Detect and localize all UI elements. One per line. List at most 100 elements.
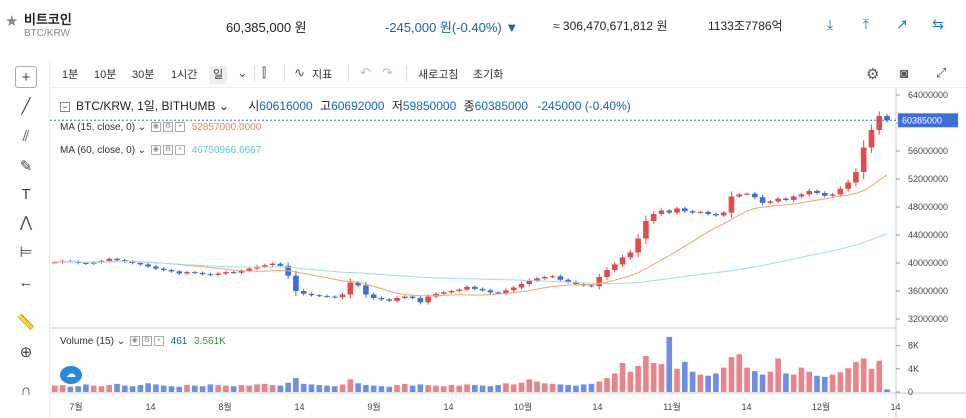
indicator-icon[interactable]: ∿ <box>294 65 305 80</box>
time-tick-label: 14 <box>890 402 900 412</box>
eye-icon[interactable]: ◉ <box>150 122 161 133</box>
eye-icon[interactable]: ◉ <box>129 336 140 347</box>
settings-icon[interactable]: ⚙ <box>162 122 173 133</box>
price-tick-label: 64000000 <box>908 90 948 100</box>
close-icon[interactable]: × <box>153 336 164 347</box>
back-arrow-icon[interactable]: ← <box>18 274 34 291</box>
candle <box>853 172 859 183</box>
legend-title[interactable]: BTC/KRW, 1일, BITHUMB <box>76 99 216 113</box>
candle <box>837 188 844 195</box>
candle <box>798 194 805 197</box>
volume-bar <box>790 374 797 392</box>
indicator-button[interactable]: 지표 <box>312 69 333 81</box>
pitchfork-icon[interactable]: ⫽ <box>22 128 30 145</box>
volume-ma-value: 3.561K <box>194 336 226 347</box>
candle <box>464 286 470 290</box>
interval-1d[interactable]: 일 <box>209 66 228 84</box>
swap-icon[interactable]: ⇆ <box>932 16 944 32</box>
measure-icon[interactable]: ⊨ <box>19 244 33 261</box>
candle <box>549 276 556 278</box>
trend-line-icon[interactable]: ╱ <box>21 98 31 115</box>
candle <box>829 194 836 196</box>
time-tick-label: 7월 <box>69 401 82 412</box>
zoom-in-icon[interactable]: ⊕ <box>19 344 33 361</box>
settings-icon[interactable]: ⚙ <box>141 336 152 347</box>
crosshair-icon[interactable]: + <box>15 66 37 88</box>
ruler-icon[interactable]: 📏 <box>16 314 36 331</box>
volume-bar <box>160 385 167 392</box>
text-icon[interactable]: T <box>21 186 31 203</box>
legend-collapse-icon[interactable]: − <box>60 102 70 112</box>
price-tick-label: 40000000 <box>908 258 948 268</box>
legend-volume[interactable]: Volume (15) ⌄ ◉ ⚙ × 461 3.561K <box>60 336 226 347</box>
redo-icon[interactable]: ↷ <box>382 65 393 80</box>
legend-change: -245000 (-0.40%) <box>537 99 631 113</box>
chart-canvas[interactable]: 6400000060000000560000005200000048000000… <box>50 88 966 418</box>
volume-bar <box>503 383 509 392</box>
candle <box>316 295 323 297</box>
eye-icon[interactable]: ◉ <box>150 145 161 156</box>
time-tick-label: 14 <box>145 402 155 412</box>
volume-bar <box>207 384 214 392</box>
favorite-star-icon[interactable]: ★ <box>5 13 19 30</box>
legend-ma60[interactable]: MA (60, close, 0) ⌄ ◉ ⚙ × 46750966.6667 <box>60 145 262 156</box>
legend-open-label: 시 <box>248 99 260 113</box>
candle <box>814 190 820 193</box>
legend-high: 60692000 <box>331 99 385 113</box>
close-icon[interactable]: × <box>174 145 185 156</box>
legend-close-label: 종 <box>463 99 475 113</box>
download-icon[interactable]: ⤓ <box>826 16 834 32</box>
candle <box>604 270 610 277</box>
interval-10m[interactable]: 10분 <box>94 69 117 81</box>
settings-icon[interactable]: ⚙ <box>162 145 173 156</box>
volume-bar <box>363 385 369 392</box>
volume-bar <box>425 385 431 392</box>
volume-bar <box>829 374 836 392</box>
refresh-button[interactable]: 새로고침 <box>418 69 459 81</box>
candle <box>355 282 361 286</box>
volume-bar <box>658 364 665 392</box>
volume-bar <box>627 371 634 392</box>
candle <box>52 262 58 264</box>
volume-bar <box>238 385 245 392</box>
volume-bar <box>122 385 128 392</box>
interval-1m[interactable]: 1분 <box>62 69 79 81</box>
candle-style-icon[interactable]: ⫿ <box>262 65 267 80</box>
brush-icon[interactable]: ✎ <box>19 158 33 175</box>
legend-low-label: 저 <box>391 99 403 113</box>
volume-bar <box>557 384 564 392</box>
legend-low: 59850000 <box>402 99 457 113</box>
candle <box>347 282 354 295</box>
volume-bar <box>472 385 478 392</box>
candle <box>682 208 688 212</box>
legend-ma15[interactable]: MA (15, close, 0) ⌄ ◉ ⚙ × 52857000.0000 <box>60 122 262 133</box>
candle <box>752 193 758 198</box>
candle <box>90 262 97 264</box>
price-tick-label: 44000000 <box>908 230 948 240</box>
current-price-label: 60385000 <box>902 115 942 125</box>
settings-gear-icon[interactable]: ⚙ <box>866 66 880 83</box>
magnet-icon[interactable]: ∩ <box>20 382 32 399</box>
volume-bar <box>720 367 727 392</box>
volume-bar <box>52 385 58 392</box>
coin-symbol: BTC/KRW <box>24 28 70 39</box>
pattern-icon[interactable]: ⋀ <box>19 214 33 231</box>
time-tick-label: 9월 <box>367 401 380 412</box>
interval-30m[interactable]: 30분 <box>132 69 155 81</box>
close-icon[interactable]: × <box>174 122 185 133</box>
upload-icon[interactable]: ⤒ <box>862 16 870 32</box>
volume-bar <box>433 385 439 392</box>
price-chart[interactable]: 6400000060000000560000005200000048000000… <box>50 88 966 418</box>
volume-bar <box>479 385 486 392</box>
interval-1h[interactable]: 1시간 <box>171 69 198 81</box>
chart-line-icon[interactable]: ↗ <box>896 16 908 32</box>
camera-icon[interactable]: ◙ <box>900 65 909 81</box>
trade-volume: ≈ 306,470,671,812 원 <box>553 19 668 33</box>
reset-button[interactable]: 초기화 <box>473 69 504 81</box>
chevron-down-icon[interactable]: ⌄ <box>237 65 248 80</box>
candle <box>339 294 346 298</box>
undo-icon[interactable]: ↶ <box>360 65 371 80</box>
volume-bar <box>542 383 548 392</box>
volume-bar <box>689 371 696 392</box>
fullscreen-icon[interactable]: ⤢ <box>936 65 947 80</box>
